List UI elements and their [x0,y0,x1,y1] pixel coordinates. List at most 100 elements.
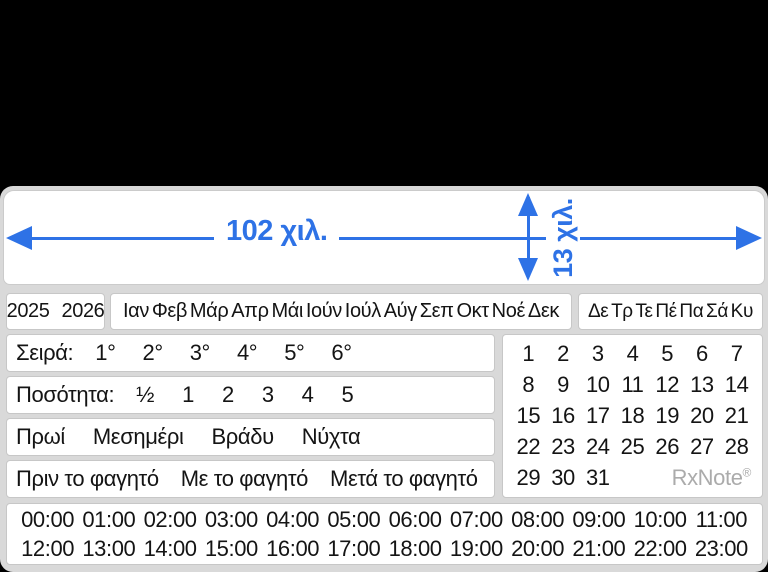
times-cell: 00:00 01:00 02:00 03:00 04:00 05:00 06:00 07:00… [6,503,763,565]
series-option: 4° [236,340,258,365]
weekday-label: Πα [679,300,704,322]
month-label: Οκτ [456,300,490,322]
time-slot: 16:00 [266,535,320,561]
day-number: 19 [655,402,680,428]
day-number: 6 [696,341,708,367]
series-option: 2° [142,340,163,365]
series-option: 6° [331,340,352,365]
series-label: Σειρά: [16,340,74,365]
day-number: 23 [551,433,575,459]
series-options: 1° 2° 3° 4° 5° 6° [95,340,352,366]
day-number: 29 [516,464,541,490]
day-number: 5 [661,341,674,367]
weekday-label: Σά [706,300,728,322]
quantity-option: 5 [341,382,354,407]
time-slot: 11:00 [695,506,748,532]
quantity-option: ½ [136,382,155,407]
day-number: 1 [522,341,535,367]
daypart-option: Πρωί [16,424,65,449]
month-label: Απρ [231,300,269,322]
month-label: Σεπ [419,300,454,322]
series-option: 3° [189,340,211,365]
meal-options: Πριν το φαγητό Με το φαγητό Μετά το φαγητό [16,466,478,492]
meal-option: Μετά το φαγητό [330,466,478,491]
time-slot: 15:00 [204,535,258,561]
series-option: 1° [95,340,116,365]
daypart-options: Πρωί Μεσημέρι Βράδυ Νύχτα [16,424,361,450]
day-number: 13 [690,372,714,398]
day-number: 26 [655,433,680,459]
quantity-option: 3 [261,382,274,407]
month-label: Ιούν [305,300,342,322]
time-slot: 07:00 [449,506,503,532]
day-number: 30 [551,464,575,490]
day-number: 16 [551,402,575,428]
daypart-option: Μεσημέρι [92,424,184,449]
meal-row: Πριν το φαγητό Με το φαγητό Μετά το φαγητό [6,460,495,498]
time-slot: 03:00 [204,506,258,532]
brand-name: RxNote [671,465,743,490]
weekday-label: Τρ [611,300,633,322]
time-slot: 09:00 [572,506,626,532]
time-slot: 01:00 [82,506,136,532]
weekday-label: Τε [635,300,653,322]
calendar-cell: 1 2 3 4 5 6 7 8 9 10 11 12 13 14 15 16 17 18 19 20 21 22 23 24 2… [502,334,763,498]
time-slot: 21:00 [572,535,626,561]
time-slot: 23:00 [694,535,748,561]
time-slot: 12:00 [21,535,75,561]
series-option: 5° [284,340,305,365]
year-label: 2026 [61,300,105,322]
time-slot: 02:00 [143,506,197,532]
arrow-right-icon [736,226,762,250]
day-number: 20 [690,402,714,428]
time-slot: 05:00 [327,506,381,532]
months-cell: Ιαν Φεβ Μάρ Απρ Μάι Ιούν Ιούλ Αύγ Σεπ Οκτ Νοέ Δεκ [110,293,572,330]
arrow-left-icon [6,226,32,250]
registered-trademark-icon: ® [742,465,752,480]
weekday-label: Δε [588,300,609,322]
daypart-option: Βράδυ [211,424,275,449]
day-number: 17 [585,402,610,428]
writable-strip: 102 χιλ. 13 χιλ. [3,190,765,285]
day-number: 21 [724,402,749,428]
year-label: 2025 [6,300,50,322]
month-label: Φεβ [151,300,188,322]
month-label: Ιαν [123,300,149,322]
years-cell: 2025 2026 [6,293,105,330]
time-slot: 13:00 [82,535,136,561]
day-number: 18 [620,402,645,428]
time-slot: 18:00 [388,535,442,561]
month-label: Μάρ [189,300,229,322]
day-number: 12 [655,372,680,398]
day-number: 9 [557,372,569,398]
day-number: 11 [621,372,644,398]
day-number: 15 [516,402,541,428]
month-label: Αύγ [383,300,417,322]
time-slot: 14:00 [143,535,197,561]
time-slot: 00:00 [21,506,75,532]
day-number: 14 [724,372,749,398]
month-label: Μάι [271,300,303,322]
month-label: Δεκ [527,300,559,322]
meal-option: Πριν το φαγητό [16,466,159,491]
time-slot: 04:00 [266,506,320,532]
weekday-label: Κυ [730,300,754,322]
day-number: 22 [516,433,541,459]
meal-option: Με το φαγητό [180,466,309,491]
quantity-option: 2 [221,382,234,407]
arrow-up-icon [518,193,538,216]
day-number: 25 [620,433,645,459]
time-slot: 10:00 [633,506,687,532]
time-slot: 06:00 [388,506,442,532]
day-number: 28 [724,433,749,459]
width-dimension-line [30,237,738,240]
quantity-row: Ποσότητα: ½ 1 2 3 4 5 [6,376,495,414]
time-slot: 17:00 [327,535,381,561]
arrow-down-icon [518,258,538,281]
brand-mark: RxNote® [671,465,752,491]
height-dimension-text: 13 χιλ. [546,192,580,284]
weekday-label: Πέ [655,300,677,322]
day-number: 10 [585,372,610,398]
height-dimension-line [527,197,530,276]
